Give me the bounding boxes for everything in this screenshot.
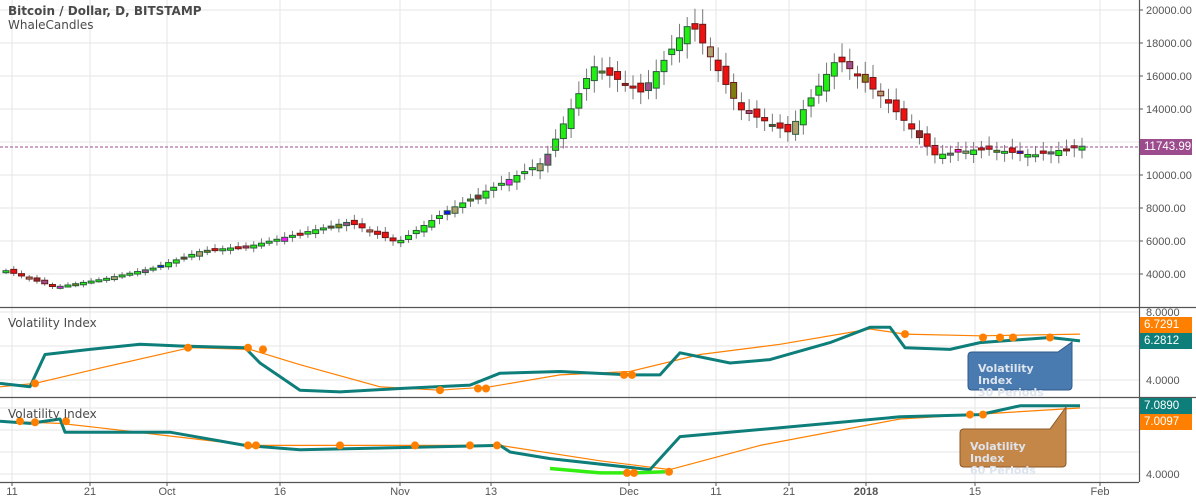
- svg-text:11: 11: [710, 486, 721, 498]
- vol60-callout-shape: [959, 405, 1067, 468]
- vol30-fast-value-tag: 6.2812: [1140, 333, 1192, 349]
- vol60-callout: Volatility Index 60 Periods: [960, 431, 1060, 487]
- indicator-name: WhaleCandles: [8, 18, 94, 32]
- svg-text:18000.00: 18000.00: [1146, 38, 1192, 50]
- svg-text:2018: 2018: [854, 486, 878, 498]
- svg-text:21: 21: [84, 486, 96, 498]
- svg-text:10000.00: 10000.00: [1146, 170, 1192, 182]
- svg-text:4000.00: 4000.00: [1146, 269, 1186, 281]
- svg-text:15: 15: [969, 486, 981, 498]
- vol30-slow-value-tag: 6.7291: [1140, 317, 1192, 333]
- chart-legend: Bitcoin / Dollar, D, BITSTAMP WhaleCandl…: [8, 4, 202, 32]
- callout-line: 30 Periods: [978, 386, 1044, 399]
- svg-text:Oct: Oct: [158, 486, 175, 498]
- svg-text:4.0000: 4.0000: [1146, 469, 1180, 481]
- svg-text:8000.00: 8000.00: [1146, 203, 1186, 215]
- svg-text:4.0000: 4.0000: [1146, 375, 1180, 387]
- callout-line: Volatility Index: [970, 440, 1026, 465]
- time-axis[interactable]: 11 21 Oct 16 Nov 13 Dec 11 21 2018 15 Feb: [6, 482, 1109, 498]
- svg-text:Nov: Nov: [390, 486, 410, 498]
- symbol-title: Bitcoin / Dollar, D, BITSTAMP: [8, 4, 202, 18]
- price-candles: [2, 8, 1086, 290]
- vol30-pane-label: Volatility Index: [8, 316, 97, 330]
- vol30-callout-shape: [967, 341, 1073, 391]
- volatility-30-lines: [0, 325, 1081, 395]
- svg-text:16000.00: 16000.00: [1146, 71, 1192, 83]
- last-price-tag: 11743.99: [1140, 139, 1192, 155]
- vol60-fast-value-tag: 7.0890: [1140, 398, 1192, 414]
- svg-text:6000.00: 6000.00: [1146, 236, 1186, 248]
- svg-text:8.0000: 8.0000: [1146, 307, 1180, 319]
- vol60-pane-label: Volatility Index: [8, 407, 97, 421]
- svg-text:14000.00: 14000.00: [1146, 104, 1192, 116]
- svg-text:13: 13: [485, 486, 497, 498]
- price-axis[interactable]: 4000.00 6000.00 8000.00 10000.00 14000.00 160…: [1139, 5, 1192, 481]
- svg-text:21: 21: [783, 486, 795, 498]
- volatility-60-lines: [0, 404, 1081, 477]
- svg-text:20000.00: 20000.00: [1146, 5, 1192, 17]
- vol30-callout: Volatility Index 30 Periods: [968, 353, 1068, 409]
- callout-line: 60 Periods: [970, 464, 1036, 477]
- svg-text:Dec: Dec: [619, 486, 639, 498]
- svg-text:Feb: Feb: [1091, 486, 1110, 498]
- svg-text:16: 16: [274, 486, 286, 498]
- vol60-slow-value-tag: 7.0097: [1140, 414, 1192, 430]
- callout-line: Volatility Index: [978, 362, 1034, 387]
- svg-text:11: 11: [6, 486, 17, 498]
